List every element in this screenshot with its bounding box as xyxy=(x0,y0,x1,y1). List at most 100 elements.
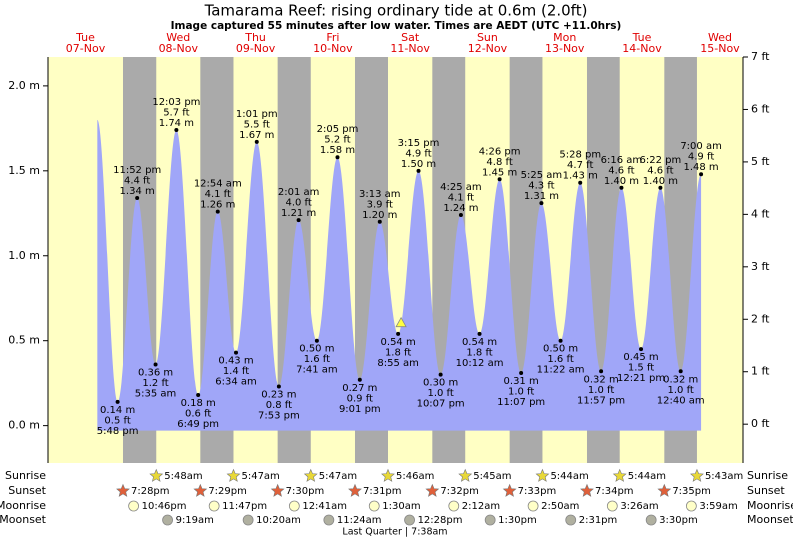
extreme-label: 12:40 am xyxy=(657,395,705,406)
extreme-label: 6:22 pm xyxy=(640,155,682,166)
extreme-label: 1.40 m xyxy=(604,176,639,187)
sunset-icon xyxy=(348,483,362,497)
extreme-label: 1.6 ft xyxy=(547,354,573,365)
day-name: Tue xyxy=(632,31,652,44)
extreme-dot xyxy=(296,218,301,223)
extreme-label: 1.45 m xyxy=(482,167,517,178)
row-label: Moonrise xyxy=(0,499,46,512)
extreme-label: 1.5 ft xyxy=(628,363,654,374)
moonrise-icon xyxy=(685,500,697,512)
extreme-label: 0.31 m xyxy=(504,376,539,387)
sunset-icon xyxy=(425,483,440,497)
moonset-time: 11:24am xyxy=(337,515,382,526)
extreme-label: 0.14 m xyxy=(100,405,135,416)
extreme-label: 4:25 am xyxy=(440,182,482,193)
extreme-label: 1.24 m xyxy=(443,203,478,214)
moonrise-time: 12:41am xyxy=(302,501,347,512)
extreme-label: 5:25 am xyxy=(521,170,563,181)
moonset-time: 12:28pm xyxy=(418,515,463,526)
sunrise-icon xyxy=(690,468,704,482)
extreme-dot xyxy=(678,369,683,374)
sunrise-icon xyxy=(381,468,395,482)
extreme-dot xyxy=(558,338,563,343)
moonrise-time: 2:12am xyxy=(462,501,500,512)
sunset-time: 7:31pm xyxy=(363,486,402,497)
current-marker xyxy=(395,316,407,328)
row-label: Moonset xyxy=(747,513,793,526)
y-tick-label: 1.0 m xyxy=(8,249,40,262)
extreme-dot xyxy=(115,399,120,404)
extreme-label: 0.32 m xyxy=(584,374,619,385)
sunrise-time: 5:48am xyxy=(164,471,202,482)
extreme-label: 0.43 m xyxy=(218,356,253,367)
moonrise-icon xyxy=(527,500,539,512)
y2-tick-label: 5 ft xyxy=(751,155,770,168)
extreme-dot xyxy=(254,139,259,144)
extreme-dot xyxy=(357,377,362,382)
extreme-dot xyxy=(699,172,704,177)
extreme-label: 4.4 ft xyxy=(124,175,150,186)
extreme-label: 0.54 m xyxy=(462,337,497,348)
y2-tick-label: 2 ft xyxy=(751,312,770,325)
extreme-dot xyxy=(234,350,239,355)
row-label: Sunset xyxy=(747,484,785,497)
extreme-label: 4.6 ft xyxy=(647,165,673,176)
extreme-label: 0.54 m xyxy=(381,337,416,348)
extreme-label: 9:01 pm xyxy=(339,404,381,415)
moonrise-icon xyxy=(368,500,380,512)
extreme-label: 3:13 am xyxy=(359,189,401,200)
y2-tick-label: 4 ft xyxy=(751,207,770,220)
extreme-label: 6:49 pm xyxy=(177,419,219,430)
extreme-label: 1.2 ft xyxy=(142,378,168,389)
y2-tick-label: 7 ft xyxy=(751,50,770,63)
sunrise-time: 5:43am xyxy=(705,471,743,482)
extreme-label: 5:48 pm xyxy=(97,426,139,437)
y-tick-label: 0.0 m xyxy=(8,419,40,432)
extreme-label: 1.67 m xyxy=(239,130,274,141)
extreme-label: 7:41 am xyxy=(296,365,338,376)
moonset-icon xyxy=(645,514,657,526)
row-label: Moonset xyxy=(0,513,47,526)
extreme-dot xyxy=(196,393,201,398)
extreme-label: 1.0 ft xyxy=(588,385,614,396)
sunset-icon xyxy=(502,483,517,497)
row-label: Sunrise xyxy=(747,469,788,482)
moonset-time: 3:30pm xyxy=(659,515,698,526)
extreme-label: 11:22 am xyxy=(537,365,585,376)
extreme-label: 3:15 pm xyxy=(398,138,440,149)
moonset-icon xyxy=(242,514,254,526)
row-label: Sunrise xyxy=(5,469,46,482)
sunrise-icon xyxy=(303,468,318,482)
extreme-label: 6:16 am xyxy=(601,155,643,166)
sunset-icon xyxy=(270,483,285,497)
sunset-time: 7:28pm xyxy=(131,486,170,497)
sunset-time: 7:34pm xyxy=(595,486,634,497)
extreme-label: 3.9 ft xyxy=(367,199,393,210)
extreme-label: 8:55 am xyxy=(377,358,419,369)
extreme-dot xyxy=(314,338,319,343)
extreme-label: 7:00 am xyxy=(680,141,722,152)
row-label: Sunset xyxy=(8,484,46,497)
moonset-time: 9:19am xyxy=(176,515,214,526)
extreme-label: 0.45 m xyxy=(623,352,658,363)
moonset-icon xyxy=(404,514,415,526)
extreme-label: 7:53 pm xyxy=(258,411,300,422)
extreme-label: 4.7 ft xyxy=(567,160,593,171)
extreme-label: 5.5 ft xyxy=(244,119,270,130)
extreme-label: 2:05 pm xyxy=(317,124,359,135)
extreme-label: 10:07 pm xyxy=(417,399,465,410)
sunrise-time: 5:45am xyxy=(473,471,511,482)
moonset-icon xyxy=(162,514,173,526)
extreme-label: 1.74 m xyxy=(159,118,194,129)
extreme-label: 12:54 am xyxy=(194,179,242,190)
moonrise-icon xyxy=(128,500,140,512)
extreme-label: 1.48 m xyxy=(683,162,718,173)
extreme-label: 5.7 ft xyxy=(163,108,189,119)
moon-phase: Last Quarter | 7:38am xyxy=(342,527,447,538)
sunrise-icon xyxy=(612,468,627,482)
day-name: Thu xyxy=(244,31,266,44)
day-date: 10-Nov xyxy=(313,42,353,55)
day-name: Mon xyxy=(553,31,576,44)
